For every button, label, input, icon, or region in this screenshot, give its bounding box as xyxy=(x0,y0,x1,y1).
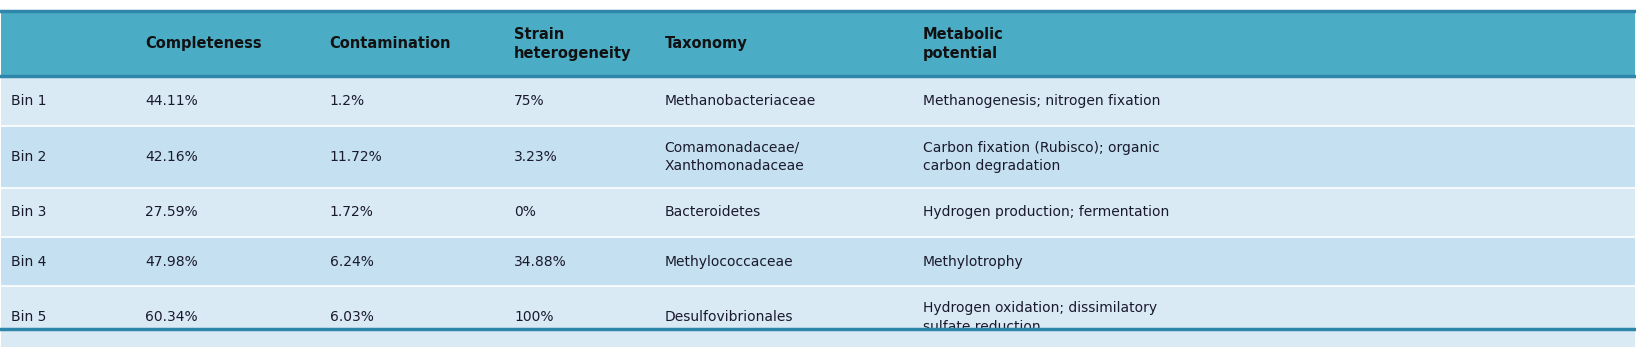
Bar xyxy=(2,11,1634,76)
Text: Carbon fixation (Rubisco); organic
carbon degradation: Carbon fixation (Rubisco); organic carbo… xyxy=(923,141,1160,173)
Text: 1.72%: 1.72% xyxy=(330,205,373,219)
Text: Methanogenesis; nitrogen fixation: Methanogenesis; nitrogen fixation xyxy=(923,94,1160,108)
Text: Bin 3: Bin 3 xyxy=(11,205,46,219)
Text: Strain
heterogeneity: Strain heterogeneity xyxy=(514,27,631,61)
Text: Methylococcaceae: Methylococcaceae xyxy=(664,255,793,269)
Text: Hydrogen production; fermentation: Hydrogen production; fermentation xyxy=(923,205,1168,219)
Text: 3.23%: 3.23% xyxy=(514,150,558,164)
Text: 34.88%: 34.88% xyxy=(514,255,568,269)
Text: Bin 5: Bin 5 xyxy=(11,310,46,324)
Bar xyxy=(2,76,1634,126)
Text: Bin 1: Bin 1 xyxy=(11,94,47,108)
Text: Metabolic
potential: Metabolic potential xyxy=(923,27,1003,61)
Bar xyxy=(2,237,1634,287)
Text: Completeness: Completeness xyxy=(146,36,262,51)
Text: Contamination: Contamination xyxy=(330,36,452,51)
Text: Bin 4: Bin 4 xyxy=(11,255,46,269)
Text: Bin 2: Bin 2 xyxy=(11,150,46,164)
Text: 11.72%: 11.72% xyxy=(330,150,383,164)
Text: 75%: 75% xyxy=(514,94,545,108)
Bar xyxy=(2,287,1634,347)
Bar xyxy=(2,188,1634,237)
Text: 100%: 100% xyxy=(514,310,553,324)
Bar xyxy=(2,126,1634,188)
Text: Taxonomy: Taxonomy xyxy=(664,36,748,51)
Text: Bacteroidetes: Bacteroidetes xyxy=(664,205,761,219)
Text: 1.2%: 1.2% xyxy=(330,94,365,108)
Text: 47.98%: 47.98% xyxy=(146,255,198,269)
Text: Methanobacteriaceae: Methanobacteriaceae xyxy=(664,94,816,108)
Text: 0%: 0% xyxy=(514,205,537,219)
Text: Methylotrophy: Methylotrophy xyxy=(923,255,1022,269)
Text: 27.59%: 27.59% xyxy=(146,205,198,219)
Text: 44.11%: 44.11% xyxy=(146,94,198,108)
Text: Comamonadaceae/
Xanthomonadaceae: Comamonadaceae/ Xanthomonadaceae xyxy=(664,141,805,173)
Text: 42.16%: 42.16% xyxy=(146,150,198,164)
Text: Desulfovibrionales: Desulfovibrionales xyxy=(664,310,793,324)
Text: 6.24%: 6.24% xyxy=(330,255,373,269)
Text: 6.03%: 6.03% xyxy=(330,310,373,324)
Text: Hydrogen oxidation; dissimilatory
sulfate reduction: Hydrogen oxidation; dissimilatory sulfat… xyxy=(923,301,1157,333)
Text: 60.34%: 60.34% xyxy=(146,310,198,324)
